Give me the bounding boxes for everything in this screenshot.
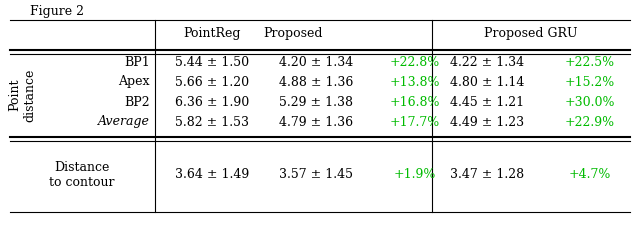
Text: 4.45 ± 1.21: 4.45 ± 1.21 bbox=[450, 95, 524, 108]
Text: 5.29 ± 1.38: 5.29 ± 1.38 bbox=[279, 95, 353, 108]
Text: Distance
to contour: Distance to contour bbox=[49, 161, 115, 189]
Text: BP2: BP2 bbox=[124, 95, 150, 108]
Text: Proposed: Proposed bbox=[263, 27, 323, 40]
Text: BP1: BP1 bbox=[124, 56, 150, 68]
Text: +13.8%: +13.8% bbox=[390, 76, 440, 88]
Text: 3.64 ± 1.49: 3.64 ± 1.49 bbox=[175, 169, 249, 182]
Text: 4.22 ± 1.34: 4.22 ± 1.34 bbox=[450, 56, 524, 68]
Text: 4.88 ± 1.36: 4.88 ± 1.36 bbox=[279, 76, 353, 88]
Text: +15.2%: +15.2% bbox=[565, 76, 615, 88]
Text: +17.7%: +17.7% bbox=[390, 115, 440, 128]
Text: Average: Average bbox=[98, 115, 150, 128]
Text: 3.47 ± 1.28: 3.47 ± 1.28 bbox=[450, 169, 524, 182]
Text: 4.80 ± 1.14: 4.80 ± 1.14 bbox=[450, 76, 524, 88]
Text: +22.9%: +22.9% bbox=[565, 115, 615, 128]
Text: 5.66 ± 1.20: 5.66 ± 1.20 bbox=[175, 76, 249, 88]
Text: 6.36 ± 1.90: 6.36 ± 1.90 bbox=[175, 95, 249, 108]
Text: +16.8%: +16.8% bbox=[390, 95, 440, 108]
Text: Figure 2: Figure 2 bbox=[30, 5, 84, 18]
Text: +22.5%: +22.5% bbox=[565, 56, 615, 68]
Text: PointReg: PointReg bbox=[183, 27, 241, 40]
Text: +4.7%: +4.7% bbox=[569, 169, 611, 182]
Text: +1.9%: +1.9% bbox=[394, 169, 436, 182]
Text: 5.82 ± 1.53: 5.82 ± 1.53 bbox=[175, 115, 249, 128]
Text: 3.57 ± 1.45: 3.57 ± 1.45 bbox=[279, 169, 353, 182]
Text: 4.79 ± 1.36: 4.79 ± 1.36 bbox=[279, 115, 353, 128]
Text: 4.20 ± 1.34: 4.20 ± 1.34 bbox=[279, 56, 353, 68]
Text: Point
distance: Point distance bbox=[8, 68, 36, 122]
Text: +22.8%: +22.8% bbox=[390, 56, 440, 68]
Text: 5.44 ± 1.50: 5.44 ± 1.50 bbox=[175, 56, 249, 68]
Text: Apex: Apex bbox=[118, 76, 150, 88]
Text: +30.0%: +30.0% bbox=[564, 95, 615, 108]
Text: 4.49 ± 1.23: 4.49 ± 1.23 bbox=[450, 115, 524, 128]
Text: Proposed GRU: Proposed GRU bbox=[484, 27, 578, 40]
